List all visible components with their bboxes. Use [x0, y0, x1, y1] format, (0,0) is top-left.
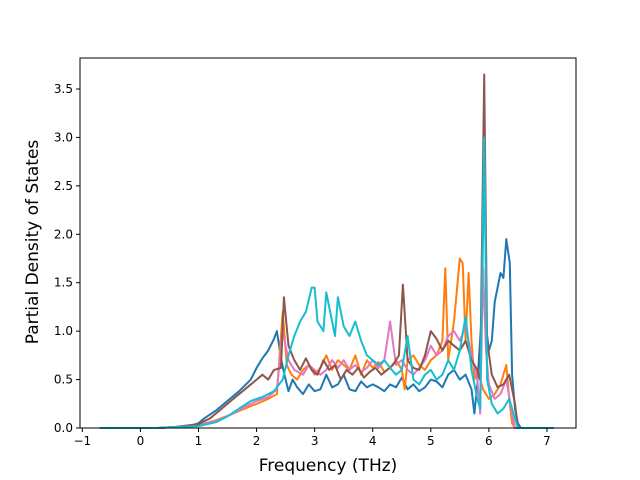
y-tick-label: 2.5 [54, 179, 73, 193]
series-line-5 [99, 136, 554, 429]
x-tick-label: 4 [369, 434, 377, 448]
series-group [99, 73, 554, 429]
x-tick-label: 1 [195, 434, 203, 448]
y-tick-label: 0.5 [54, 373, 73, 387]
x-tick-label: 2 [253, 434, 261, 448]
y-tick-label: 3.0 [54, 130, 73, 144]
x-tick-label: 7 [543, 434, 551, 448]
x-tick-label: 5 [427, 434, 435, 448]
x-tick-label: 0 [137, 434, 145, 448]
axes-frame [79, 57, 577, 429]
y-tick-label: 1.0 [54, 324, 73, 338]
plot-area: −1 0 1 2 3 4 5 6 7 0.0 0.5 1.0 1.5 2.0 2.5 3.0 3.5 [54, 57, 577, 448]
y-tick-label: 1.5 [54, 276, 73, 290]
y-tick-label: 3.5 [54, 82, 73, 96]
x-tick-label: −1 [73, 434, 91, 448]
series-line-4 [99, 73, 554, 429]
x-tick-label: 6 [485, 434, 493, 448]
y-axis-label: Partial Density of States [23, 140, 43, 345]
x-axis-label: Frequency (THz) [259, 456, 398, 476]
x-tick-label: 3 [311, 434, 319, 448]
y-tick-label: 0.0 [54, 421, 73, 435]
y-tick-label: 2.0 [54, 227, 73, 241]
